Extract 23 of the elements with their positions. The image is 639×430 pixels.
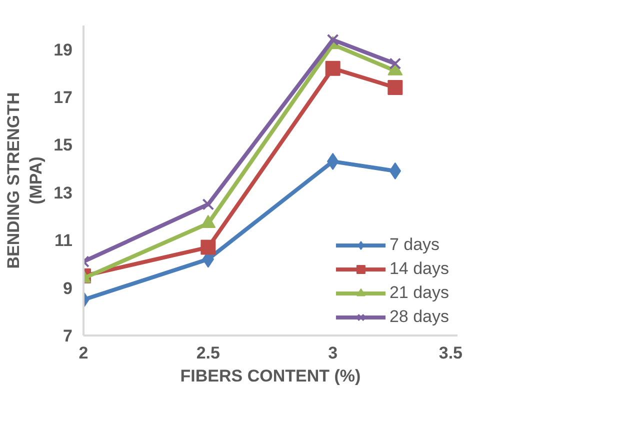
x-axis-title: FIBERS CONTENT (%) [180, 366, 361, 386]
x-tick-label: 2.5 [196, 344, 220, 362]
legend-label: 14 days [389, 259, 449, 279]
x-tick-label: 2 [78, 344, 88, 362]
x-tick-label: 3 [328, 344, 338, 362]
y-tick-label: 13 [54, 183, 73, 202]
point [389, 58, 402, 70]
y-axis-title: BENDING STRENGTH (MPA) [4, 92, 46, 269]
point [325, 60, 340, 76]
legend-label: 21 days [389, 283, 449, 303]
y-tick-label: 11 [54, 231, 73, 250]
y-tick-label: 9 [63, 278, 73, 298]
point [200, 240, 216, 255]
y-tick-label: 19 [54, 40, 73, 60]
y-tick-label: 17 [54, 88, 73, 108]
point [388, 80, 403, 95]
y-tick-label: 15 [54, 136, 73, 155]
legend-label: 28 days [389, 307, 449, 327]
x-tick-label: 3.5 [438, 344, 463, 362]
point [326, 34, 339, 46]
point [202, 198, 214, 210]
legend-label: 7 days [389, 235, 440, 255]
y-tick-label: 7 [63, 326, 73, 346]
